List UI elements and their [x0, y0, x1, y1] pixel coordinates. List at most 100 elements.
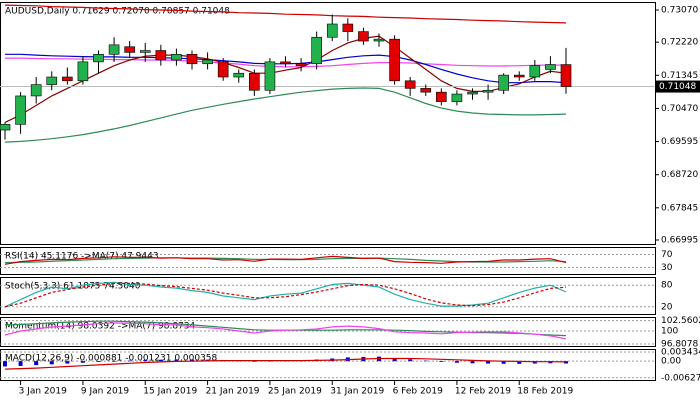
x-tick-label: 31 Jan 2019 — [330, 387, 384, 397]
candle-body — [139, 50, 151, 53]
candle-body — [545, 64, 556, 70]
y-tick-label: 0.70470 — [661, 104, 698, 114]
candle-body — [420, 88, 432, 93]
histogram-bar — [158, 359, 163, 362]
indicator-line — [4, 282, 567, 308]
candle-body — [404, 80, 416, 89]
indicator-line — [4, 322, 567, 340]
histogram-bar — [127, 360, 132, 362]
candle-body — [62, 76, 73, 82]
candle-body — [513, 74, 525, 78]
panel-frame — [0, 247, 656, 275]
y-tick-label: 80 — [661, 281, 673, 291]
candle-body — [482, 89, 494, 93]
histogram-bar — [486, 361, 491, 364]
candle-body — [451, 93, 463, 102]
y-tick-label: 30 — [661, 263, 673, 273]
candle-body — [436, 91, 447, 102]
histogram-bar — [454, 361, 459, 363]
y-tick-label: 0.68720 — [661, 170, 698, 180]
price-marker-box — [656, 80, 700, 93]
candle-body — [498, 74, 509, 91]
candle-body — [560, 64, 572, 87]
y-tick-label: 96.8078 — [661, 339, 698, 349]
histogram-bar — [65, 361, 70, 364]
histogram-bar — [190, 359, 194, 362]
candle-body — [30, 84, 42, 97]
y-tick-label: 0.71345 — [661, 71, 698, 81]
candle-body — [358, 31, 369, 42]
y-tick-label: 0.72220 — [661, 38, 698, 48]
x-tick-label: 6 Feb 2019 — [393, 387, 444, 397]
indicator-line — [4, 4, 567, 24]
histogram-bar — [18, 361, 23, 366]
histogram-bar — [143, 360, 148, 362]
candle-body — [280, 61, 291, 65]
candle-body — [311, 36, 322, 65]
candle-body — [15, 95, 26, 125]
candle-body — [389, 38, 400, 82]
candle-body — [342, 23, 354, 32]
y-tick-label: 20 — [661, 302, 673, 312]
candle-body — [217, 61, 229, 78]
y-tick-label: 0.00 — [661, 357, 681, 367]
panel-title: AUDUSD,Daily 0.71629 0.72070 0.70857 0.7… — [5, 7, 230, 17]
histogram-bar — [501, 361, 506, 364]
y-tick-label: 102.5602 — [661, 316, 700, 326]
histogram-bar — [174, 359, 179, 362]
candle-body — [93, 53, 104, 63]
candle-body — [529, 65, 541, 78]
candle-body — [0, 124, 11, 131]
candle-body — [46, 76, 58, 85]
candle-body — [186, 53, 198, 65]
histogram-bar — [517, 361, 522, 364]
histogram-bar — [112, 361, 117, 362]
candle-body — [155, 50, 167, 61]
candle-body — [202, 59, 213, 65]
price-marker-label: 0.71048 — [659, 82, 696, 92]
histogram-bar — [80, 361, 85, 363]
histogram-bar — [392, 357, 397, 362]
y-tick-label: 0.69595 — [661, 137, 698, 147]
histogram-bar — [252, 361, 257, 362]
indicator-line — [4, 281, 567, 308]
histogram-bar — [439, 361, 444, 362]
panel-title: Stoch(5,3,3) 61.1875 74.5040 — [5, 282, 141, 292]
histogram-bar — [96, 361, 101, 362]
x-tick-label: 12 Feb 2019 — [455, 387, 511, 397]
panel-title: Momentum(14) 98.0392 ->MA(7) 98.8734 — [5, 322, 196, 332]
candle-body — [233, 72, 245, 78]
panel-frame — [0, 2, 656, 245]
histogram-bar — [49, 361, 54, 365]
indicator-line — [4, 87, 567, 143]
y-tick-label: 70 — [661, 250, 673, 260]
x-tick-label: 3 Jan 2019 — [19, 387, 67, 397]
x-tick-label: 9 Jan 2019 — [81, 387, 129, 397]
histogram-bar — [564, 361, 568, 364]
x-tick-label: 21 Jan 2019 — [206, 387, 260, 397]
x-tick-label: 18 Feb 2019 — [517, 387, 573, 397]
panel-frame — [0, 317, 656, 347]
histogram-bar — [3, 361, 7, 367]
x-tick-label: 25 Jan 2019 — [268, 387, 322, 397]
candle-body — [124, 46, 135, 53]
y-tick-label: 0.73070 — [661, 6, 698, 16]
candle-body — [326, 23, 338, 38]
histogram-bar — [408, 359, 413, 362]
candle-body — [264, 61, 276, 91]
histogram-bar — [423, 360, 428, 362]
histogram-bar — [532, 361, 537, 364]
candle-body — [171, 53, 182, 61]
candle-body — [295, 63, 307, 66]
indicator-line — [4, 357, 567, 370]
y-tick-label: -0.006272 — [661, 373, 700, 383]
histogram-bar — [34, 361, 39, 366]
candle-body — [373, 38, 385, 42]
candle-body — [467, 91, 478, 95]
indicator-line — [4, 255, 567, 265]
candle-body — [77, 61, 89, 82]
y-tick-label: 0.003434 — [661, 348, 700, 358]
candle-body — [108, 44, 120, 55]
